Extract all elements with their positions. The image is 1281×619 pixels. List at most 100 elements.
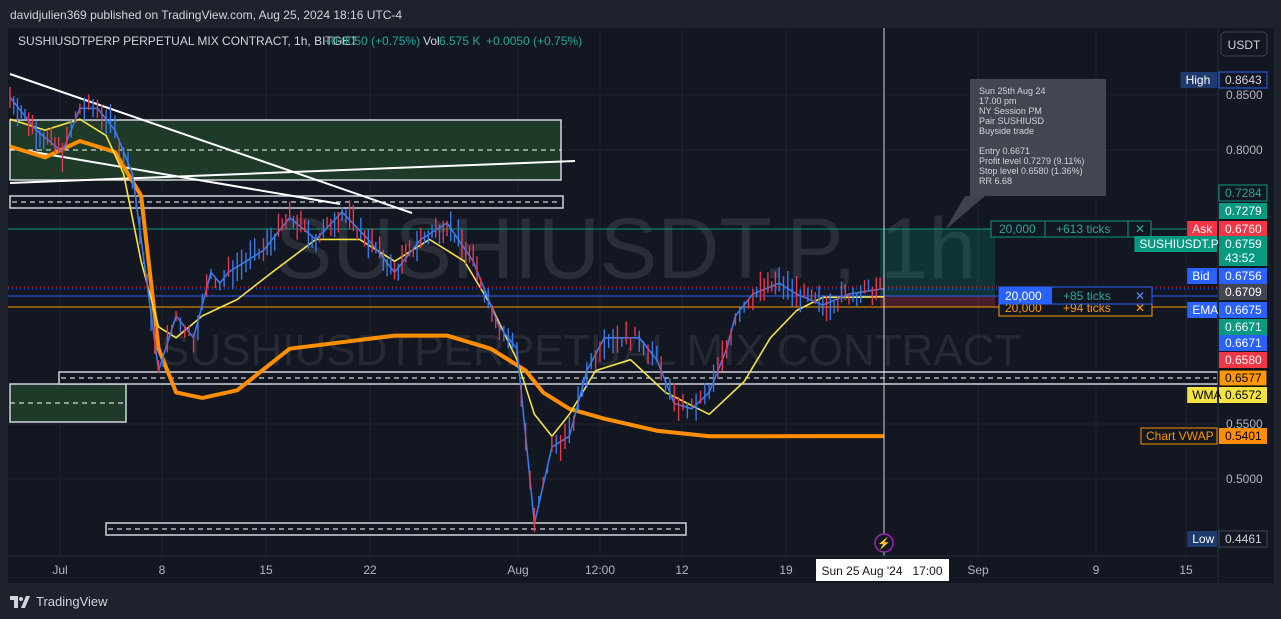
price-label-name: EMA bbox=[1192, 303, 1218, 317]
note-line: NY Session PM bbox=[979, 106, 1042, 116]
target-zone[interactable] bbox=[880, 229, 995, 296]
currency-button[interactable]: USDT bbox=[1220, 31, 1268, 57]
price-label-value: 0.6756 bbox=[1225, 269, 1262, 283]
lightning-icon: ⚡ bbox=[877, 537, 891, 550]
price-label-value: 0.6759 bbox=[1225, 237, 1262, 251]
price-labels: 0.8643 High 0.7284 0.7279 0.6760 Ask 0.6759 SUS… bbox=[1134, 71, 1268, 548]
time-tick-label: Aug bbox=[507, 563, 528, 577]
legend-change: +0.0050 (+0.75%) bbox=[324, 34, 420, 48]
price-tick-label: 0.5000 bbox=[1226, 472, 1263, 486]
price-label-value: 0.7279 bbox=[1225, 204, 1262, 218]
note-line: Sun 25th Aug 24 bbox=[979, 86, 1046, 96]
price-label: 0.7284 bbox=[1218, 184, 1268, 202]
legend-symbol: SUSHIUSDTPERP PERPETUAL MIX CONTRACT, 1h… bbox=[18, 34, 358, 48]
price-label-name: Chart VWAP bbox=[1146, 429, 1214, 443]
price-label: 43:52 bbox=[1219, 250, 1267, 266]
price-label-name: Ask bbox=[1192, 222, 1213, 236]
time-tick-label: Sep bbox=[967, 563, 989, 577]
price-label: 0.6756 Bid bbox=[1187, 268, 1267, 284]
time-axis[interactable]: Jul 8 15 22 Aug 12:00 12 19 Sep 9 15 bbox=[52, 563, 1193, 577]
crosshair-time-box bbox=[816, 559, 949, 581]
footer-brand: TradingView bbox=[36, 594, 108, 609]
price-label-name: Bid bbox=[1192, 269, 1209, 283]
note-line: 17.00 pm bbox=[979, 96, 1017, 106]
target-order-label[interactable]: 20,000 +613 ticks ✕ bbox=[990, 220, 1152, 238]
price-label-value: 0.7284 bbox=[1225, 186, 1262, 200]
note-line: Buyside trade bbox=[979, 126, 1034, 136]
price-label-name: WMA bbox=[1192, 388, 1221, 402]
grid-lines bbox=[8, 28, 1218, 556]
target-qty: 20,000 bbox=[999, 222, 1036, 236]
price-label: 0.6760 Ask bbox=[1187, 221, 1267, 237]
price-label: 0.6675 EMA bbox=[1187, 302, 1267, 318]
time-tick-label: 15 bbox=[1179, 563, 1193, 577]
price-tick-label: 0.8500 bbox=[1226, 88, 1263, 102]
price-label-value: 0.6709 bbox=[1225, 285, 1262, 299]
note-line: Stop level 0.6580 (1.36%) bbox=[979, 166, 1083, 176]
time-tick-label: 9 bbox=[1093, 563, 1100, 577]
price-label: 0.8643 High bbox=[1180, 71, 1268, 89]
price-label: 0.6671 bbox=[1219, 319, 1267, 335]
time-tick-label: 12:00 bbox=[585, 563, 615, 577]
price-label-name: SUSHIUSDT.P bbox=[1139, 237, 1218, 251]
price-label: 0.4461 Low bbox=[1187, 530, 1268, 548]
trend-line-1[interactable] bbox=[9, 73, 413, 214]
ema-series-line bbox=[9, 118, 885, 438]
legend-vol-label: Vol bbox=[423, 34, 440, 48]
entry-ticks: +85 ticks bbox=[1063, 289, 1111, 303]
price-label: 0.6709 bbox=[1219, 284, 1267, 300]
tradingview-logo[interactable]: TradingView bbox=[10, 594, 108, 609]
price-axis[interactable]: 0.8500 0.8000 0.5500 0.5000 bbox=[1226, 88, 1263, 486]
time-tick-label: 22 bbox=[363, 563, 377, 577]
entry-order-label[interactable]: 20,000 +85 ticks ✕ bbox=[998, 286, 1153, 305]
currency-label: USDT bbox=[1228, 38, 1261, 52]
stop-zone[interactable] bbox=[880, 296, 995, 307]
time-tick-label: 8 bbox=[159, 563, 166, 577]
target-close-icon[interactable]: ✕ bbox=[1135, 222, 1145, 236]
target-ticks: +613 ticks bbox=[1056, 222, 1110, 236]
price-label-value: 0.6671 bbox=[1225, 320, 1262, 334]
price-label-value: 0.8643 bbox=[1225, 73, 1262, 87]
price-label-value: 43:52 bbox=[1225, 251, 1255, 265]
entry-close-icon[interactable]: ✕ bbox=[1135, 289, 1145, 303]
footer-bar: TradingView bbox=[0, 583, 1281, 619]
price-label: 0.7279 bbox=[1219, 203, 1267, 219]
time-tick-label: 15 bbox=[259, 563, 273, 577]
price-label-value: 0.6675 bbox=[1225, 303, 1262, 317]
publish-line: davidjulien369 published on TradingView.… bbox=[10, 8, 403, 22]
price-label: 0.6577 bbox=[1218, 369, 1268, 387]
legend-vol-value: 6.575 K bbox=[439, 34, 480, 48]
event-icon[interactable] bbox=[874, 533, 894, 553]
price-series-line bbox=[9, 96, 885, 525]
price-label-value: 0.6572 bbox=[1225, 388, 1262, 402]
price-tick-label: 0.8000 bbox=[1226, 143, 1263, 157]
price-label-value: 0.4461 bbox=[1225, 532, 1262, 546]
time-tick-label: Jul bbox=[52, 563, 67, 577]
header-bar: davidjulien369 published on TradingView.… bbox=[0, 0, 1281, 28]
price-label-name: High bbox=[1186, 73, 1211, 87]
entry-qty: 20,000 bbox=[1005, 289, 1042, 303]
crosshair-time-label: Sun 25 Aug '24 17:00 bbox=[821, 564, 942, 578]
price-label: 0.6580 bbox=[1219, 352, 1267, 368]
price-label-name: Low bbox=[1192, 532, 1214, 546]
price-label: 0.6572 WMA bbox=[1187, 387, 1267, 403]
watermark-ticker: SUSHIUSDT.P, 1h bbox=[275, 201, 976, 297]
price-label: 0.6671 bbox=[1219, 335, 1267, 351]
tradingview-logo-icon bbox=[10, 595, 30, 608]
note-line: Profit level 0.7279 (9.11%) bbox=[979, 156, 1084, 166]
price-label-value: 0.6671 bbox=[1225, 336, 1262, 350]
price-label-value: 0.6580 bbox=[1225, 353, 1262, 367]
stop-close-icon[interactable]: ✕ bbox=[1135, 301, 1145, 315]
price-label-value: 0.5401 bbox=[1225, 429, 1262, 443]
note-line: RR 6.68 bbox=[979, 176, 1012, 186]
candle-group bbox=[9, 86, 881, 532]
trend-line-3[interactable] bbox=[9, 160, 576, 184]
price-label-value: 0.6760 bbox=[1225, 222, 1262, 236]
time-tick-label: 19 bbox=[779, 563, 793, 577]
note-line: Pair SUSHIUSD bbox=[979, 116, 1045, 126]
note-line: Entry 0.6671 bbox=[979, 146, 1030, 156]
price-label-value: 0.6577 bbox=[1225, 371, 1262, 385]
price-label: 0.5401 Chart VWAP bbox=[1140, 427, 1267, 445]
